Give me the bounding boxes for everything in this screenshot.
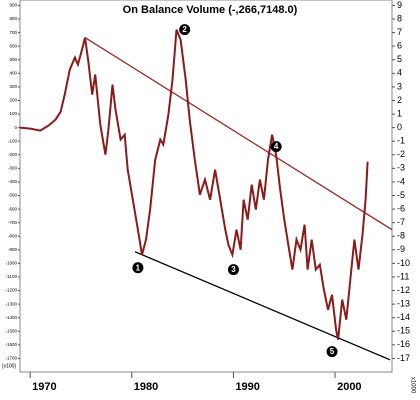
y-tick-label: 8 <box>397 13 402 23</box>
marker-label: 1 <box>136 263 141 272</box>
y-tick-label: 7 <box>397 27 402 37</box>
y2-tick-label: -1300 <box>5 301 17 306</box>
y2-tick-label: -1000 <box>5 261 17 266</box>
marker-label: 3 <box>231 265 236 274</box>
y2-tick-label: -100 <box>8 138 18 143</box>
line <box>19 29 369 340</box>
marker <box>179 24 191 36</box>
y-tick-label: 3 <box>397 81 402 91</box>
y-tick-label: 1 <box>397 108 402 118</box>
y-tick-label: -13 <box>397 298 410 308</box>
y2-tick-label: 400 <box>9 71 17 76</box>
y2-tick-label: 700 <box>9 30 17 35</box>
y-tick-label: -12 <box>397 285 410 295</box>
marker <box>270 141 282 153</box>
y-tick-label: -3 <box>397 163 405 173</box>
y-tick-label: -14 <box>397 312 410 322</box>
trendline <box>84 37 393 231</box>
y-tick-label: -15 <box>397 326 410 336</box>
x-tick-label: 1980 <box>134 381 158 393</box>
y2-tick-label: -300 <box>8 166 18 171</box>
y-tick-label: 4 <box>397 68 402 78</box>
y-tick-label: -2 <box>397 149 405 159</box>
y-tick-label: 2 <box>397 95 402 105</box>
x-tick-label: 1970 <box>32 381 56 393</box>
y2-tick-label: -1100 <box>6 274 18 279</box>
y2-axis-label: [x100] <box>2 363 16 369</box>
y2-tick-label: -200 <box>8 152 18 157</box>
trendline <box>134 251 391 361</box>
y-tick-label: 6 <box>397 41 402 51</box>
x-tick-label: 1990 <box>235 381 259 393</box>
y2-tick-label: -1400 <box>5 315 17 320</box>
y2-tick-label: 600 <box>9 43 17 48</box>
marker-label: 5 <box>330 347 335 356</box>
marker <box>326 346 338 358</box>
y-axis-label: x1000 <box>409 377 415 394</box>
y2-tick-label: 900 <box>9 3 17 8</box>
y2-tick-label: -1500 <box>5 328 17 333</box>
y2-tick-label: 800 <box>9 16 17 21</box>
y2-tick-label: -800 <box>8 233 18 238</box>
x-tick-label: 2000 <box>337 381 361 393</box>
y-tick-label: -7 <box>397 217 405 227</box>
y-tick-label: -1 <box>397 136 405 146</box>
y-tick-label: -4 <box>397 176 405 186</box>
marker <box>227 264 239 276</box>
y2-tick-label: 200 <box>9 98 17 103</box>
y-tick-label: -11 <box>397 271 409 281</box>
y-tick-label: 5 <box>397 54 402 64</box>
y-tick-label: -17 <box>397 353 410 363</box>
y-tick-label: -9 <box>397 244 405 254</box>
chart-title: On Balance Volume (-,266,7148.0) <box>123 4 298 16</box>
y2-tick-label: -1700 <box>5 356 17 361</box>
y-tick-label: -6 <box>397 203 405 213</box>
y2-tick-label: -700 <box>8 220 18 225</box>
marker-label: 2 <box>182 25 187 34</box>
y2-tick-label: -900 <box>8 247 18 252</box>
y-tick-label: -16 <box>397 339 410 349</box>
y2-tick-label: -1200 <box>5 288 17 293</box>
y-tick-label: -8 <box>397 231 405 241</box>
y2-tick-label: -600 <box>8 206 18 211</box>
marker-label: 4 <box>274 142 279 151</box>
y2-tick-label: -1600 <box>5 342 17 347</box>
y2-tick-label: 300 <box>9 84 17 89</box>
y2-tick-label: -400 <box>8 179 18 184</box>
y2-tick-label: 100 <box>9 111 17 116</box>
y2-tick-label: 0 <box>14 125 17 130</box>
y-tick-label: 9 <box>397 0 402 10</box>
marker <box>132 262 144 274</box>
y2-tick-label: -500 <box>8 193 18 198</box>
y-tick-label: -5 <box>397 190 405 200</box>
y-tick-label: 0 <box>397 122 402 132</box>
y2-tick-label: 500 <box>9 57 17 62</box>
y-tick-label: -10 <box>397 258 410 268</box>
